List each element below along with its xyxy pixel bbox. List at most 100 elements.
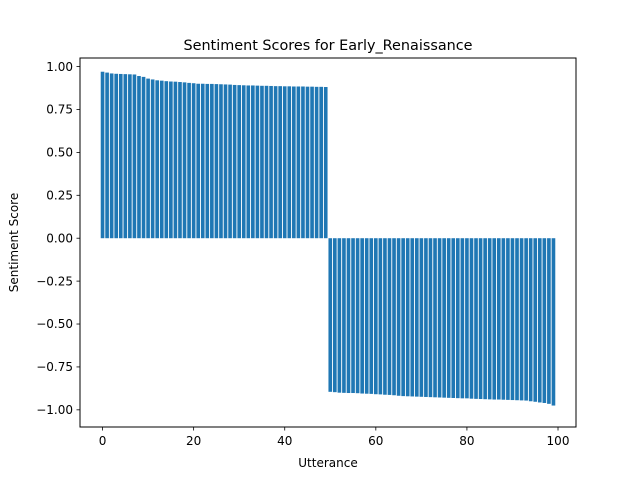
bar xyxy=(383,238,387,395)
y-tick-label: 0.25 xyxy=(46,189,73,203)
y-tick-label: 0.50 xyxy=(46,146,73,160)
bar xyxy=(328,238,333,392)
bar xyxy=(319,86,323,239)
bar xyxy=(278,86,282,239)
x-axis: 0 20 40 60 80 100 xyxy=(99,427,570,448)
x-axis-title: Utterance xyxy=(298,456,357,470)
x-tick-label: 0 xyxy=(99,434,107,448)
bar xyxy=(414,238,419,397)
bar xyxy=(487,238,492,400)
y-tick-label: 1.00 xyxy=(46,60,73,74)
bar xyxy=(524,238,528,401)
bar xyxy=(378,238,383,395)
bar xyxy=(515,238,519,401)
bars-layer xyxy=(100,71,556,406)
bar xyxy=(173,81,178,239)
bar xyxy=(210,83,214,239)
bar xyxy=(469,238,474,399)
bar xyxy=(269,85,273,239)
x-tick-label: 40 xyxy=(277,434,292,448)
bar xyxy=(296,86,301,239)
bar xyxy=(182,82,187,239)
bar xyxy=(364,238,369,394)
bar xyxy=(301,86,305,239)
y-tick-label: −0.25 xyxy=(36,274,73,288)
bar xyxy=(360,238,364,394)
bar xyxy=(392,238,396,396)
y-tick-label: 0.00 xyxy=(46,231,73,245)
y-axis-title: Sentiment Score xyxy=(7,193,21,292)
bar xyxy=(150,79,155,239)
bar xyxy=(419,238,424,397)
bar xyxy=(537,238,542,403)
bar xyxy=(282,86,287,239)
bar xyxy=(237,85,242,239)
bar xyxy=(492,238,497,400)
bar xyxy=(205,83,210,239)
bar xyxy=(246,85,251,239)
chart-title: Sentiment Scores for Early_Renaissance xyxy=(183,38,472,54)
bar xyxy=(428,238,433,398)
bar xyxy=(146,78,150,239)
bar xyxy=(547,238,551,404)
bar xyxy=(374,238,378,395)
bar xyxy=(387,238,392,395)
bar xyxy=(114,73,119,239)
y-tick-label: −0.50 xyxy=(36,317,73,331)
y-tick-label: 0.75 xyxy=(46,103,73,117)
bar xyxy=(401,238,405,397)
bar xyxy=(232,84,237,239)
bar xyxy=(155,80,160,239)
bar xyxy=(200,83,205,239)
bar xyxy=(551,238,556,406)
bar xyxy=(241,85,246,239)
bar xyxy=(109,73,114,239)
bar xyxy=(196,83,201,239)
bar xyxy=(519,238,524,401)
bar xyxy=(118,73,123,239)
bar xyxy=(542,238,547,403)
bar xyxy=(496,238,501,400)
bar xyxy=(346,238,351,394)
bar xyxy=(460,238,465,399)
bar xyxy=(433,238,437,398)
bar xyxy=(287,86,292,239)
bar xyxy=(355,238,360,394)
bar xyxy=(465,238,469,399)
bar xyxy=(251,85,255,239)
bar xyxy=(128,74,132,239)
bar xyxy=(442,238,446,398)
bar xyxy=(260,85,264,239)
bar xyxy=(310,86,314,239)
bar xyxy=(333,238,337,393)
bar xyxy=(323,87,328,239)
bar xyxy=(223,84,228,239)
bar xyxy=(351,238,355,394)
bar xyxy=(100,71,105,239)
x-tick-label: 60 xyxy=(368,434,383,448)
bar xyxy=(342,238,346,393)
bar xyxy=(219,84,223,239)
bar xyxy=(528,238,533,402)
bar xyxy=(314,86,319,239)
bar xyxy=(405,238,410,397)
bar xyxy=(178,82,182,239)
bar xyxy=(191,83,196,239)
x-tick-label: 80 xyxy=(459,434,474,448)
y-tick-label: −0.75 xyxy=(36,360,73,374)
x-tick-label: 100 xyxy=(547,434,570,448)
x-tick-label: 20 xyxy=(186,434,201,448)
bar xyxy=(510,238,515,401)
bar xyxy=(533,238,538,402)
bar xyxy=(483,238,487,400)
bar xyxy=(292,86,296,239)
bar xyxy=(255,85,260,239)
bar xyxy=(437,238,442,398)
bar xyxy=(451,238,456,398)
bar xyxy=(396,238,401,396)
bar xyxy=(132,74,137,239)
bar xyxy=(105,72,109,239)
bar xyxy=(187,82,191,239)
bar xyxy=(455,238,460,399)
bar xyxy=(273,86,278,239)
